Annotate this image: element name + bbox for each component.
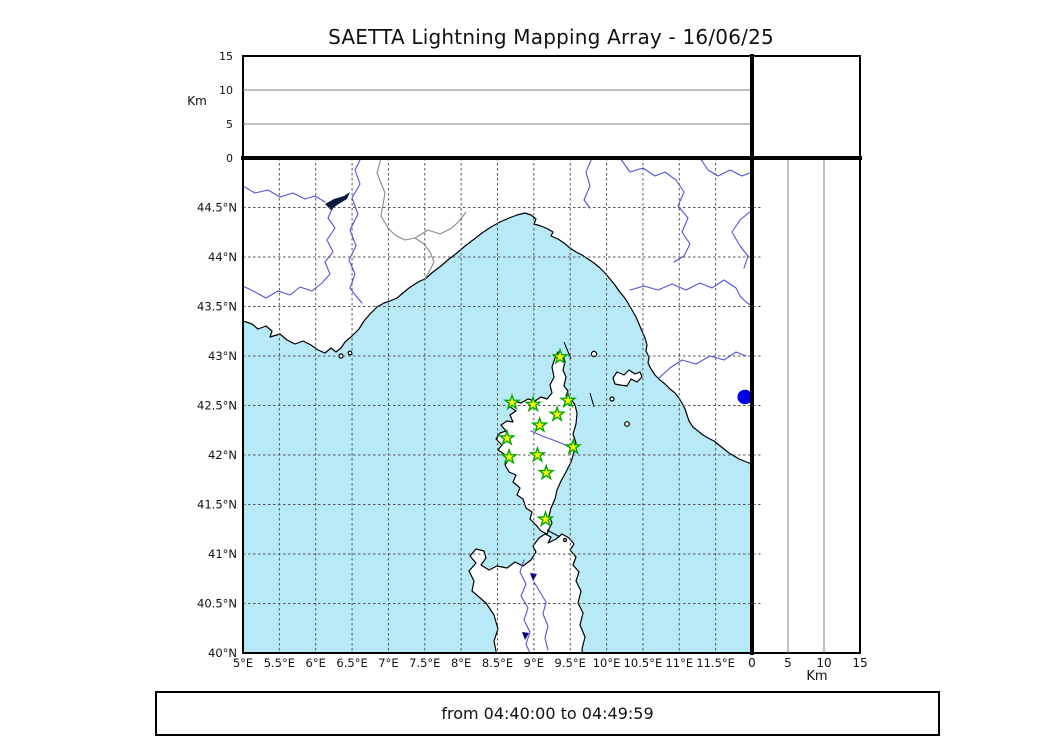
lma-station-marker [564,437,583,455]
alt-tick-label-top: 0 [226,152,233,165]
lat-tick-label: 43.5°N [197,300,237,314]
lake-bolsena [737,389,752,405]
capraia-island [590,350,598,358]
corsica-coastline [495,351,578,535]
lavezzi-islet [562,537,568,543]
alt-tick-label-right: 0 [748,656,756,670]
lon-tick-label: 9°E [524,656,544,670]
lat-tick-label: 41.5°N [197,498,237,512]
time-range-label: from 04:40:00 to 04:49:59 [441,704,654,723]
lma-station-marker [530,415,549,433]
lma-station-marker [500,447,519,465]
lon-tick-label: 7.5°E [409,656,440,670]
small-islands [338,350,643,543]
lon-tick-label: 5°E [233,656,253,670]
lma-station-marker [497,428,516,446]
lat-tick-label: 43°N [208,349,237,363]
lon-tick-label: 11.5°E [696,656,735,670]
lat-tick-label: 41°N [208,547,237,561]
lma-station-marker [551,347,569,365]
lake-serre-poncon [325,192,350,210]
alt-tick-label-right: 15 [852,656,867,670]
lakes [325,192,752,640]
lma-station-marker [503,393,522,411]
lat-tick-label: 40.5°N [197,597,237,611]
alt-tick-label-top: 10 [219,84,233,97]
altitude-axis-label-top: Km [187,94,207,108]
lat-tick-label: 42.5°N [197,399,237,413]
lon-tick-label: 10.5°E [624,656,663,670]
lma-station-marker [524,395,543,413]
axis-tick-labels: 5°E 5.5°E 6°E 6.5°E 7°E 7.5°E 8°E 8.5°E 9°E 9.5°E… [197,50,868,670]
lat-tick-label: 42°N [208,448,237,462]
map-panel [243,158,752,653]
lon-tick-label: 8°E [451,656,471,670]
mainland-coastline [243,158,752,466]
lon-tick-label: 5.5°E [264,656,295,670]
lon-tick-label: 7°E [378,656,398,670]
alt-tick-label-right: 5 [784,656,792,670]
lon-tick-label: 8.5°E [482,656,513,670]
lon-tick-label: 9.5°E [555,656,586,670]
lma-station-marker [528,445,547,463]
page-title: SAETTA Lightning Mapping Array - 16/06/2… [328,25,774,49]
lat-tick-label: 44°N [208,250,237,264]
alt-tick-label-right: 10 [816,656,831,670]
lat-tick-label: 40°N [208,646,237,660]
alt-tick-label-top: 5 [226,118,233,131]
sardinia-lake [522,632,529,640]
lma-stations [497,347,583,528]
lon-tick-label: 6.5°E [336,656,367,670]
sardinia-lake [530,573,537,581]
altitude-longitude-panel [242,55,753,159]
histogram-panel [751,55,861,159]
pianosa-island [609,396,615,402]
lma-station-marker [559,391,578,409]
altitude-latitude-panel [751,157,861,654]
alt-tick-label-top: 15 [219,50,233,63]
lma-station-marker [536,509,555,528]
lon-tick-label: 10°E [593,656,621,670]
altitude-axis-label-right: Km [806,669,827,684]
lma-station-marker [537,463,556,481]
lon-tick-label: 6°E [306,656,326,670]
hyeres-island [347,350,353,356]
elba-island [612,369,643,387]
lon-tick-label: 11°E [665,656,693,670]
panel-frames [241,54,862,655]
lat-tick-label: 44.5°N [197,201,237,215]
time-range-box: from 04:40:00 to 04:49:59 [155,691,940,736]
montecristo-island [624,421,630,427]
lma-station-marker [548,405,567,423]
